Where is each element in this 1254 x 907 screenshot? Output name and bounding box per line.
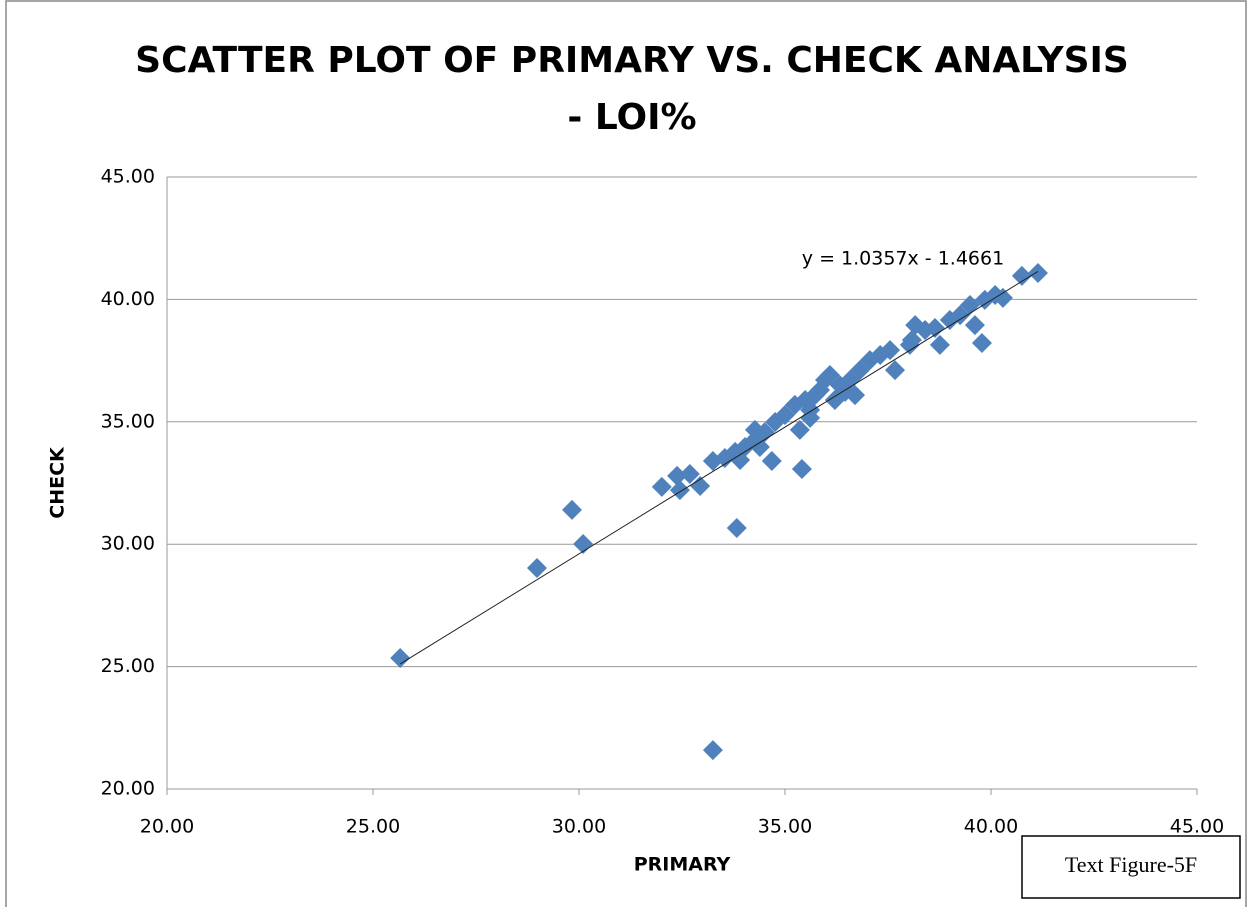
y-tick-label: 30.00 <box>101 533 155 555</box>
chart-title: SCATTER PLOT OF PRIMARY VS. CHECK ANALYS… <box>135 40 1129 81</box>
point <box>971 332 992 353</box>
chart-border <box>5 0 1247 907</box>
y-tick-label: 35.00 <box>101 410 155 432</box>
annotation: Text Figure-5F <box>1065 852 1197 877</box>
point <box>901 330 922 351</box>
point <box>789 419 810 440</box>
y-tick-label: 25.00 <box>101 655 155 677</box>
point <box>845 385 866 406</box>
x-tick-label: 40.00 <box>964 816 1018 838</box>
point <box>679 463 700 484</box>
point <box>880 340 901 361</box>
point <box>885 360 906 381</box>
point <box>726 518 747 539</box>
point <box>800 407 821 428</box>
point <box>667 465 688 486</box>
point <box>761 450 782 471</box>
chart-title: - LOI% <box>567 97 696 138</box>
point <box>1011 265 1032 286</box>
point <box>744 419 765 440</box>
point <box>929 334 950 355</box>
annotation-box <box>1021 835 1241 899</box>
trendline-label: y = 1.0357x - 1.4661 <box>802 248 1004 270</box>
point <box>964 315 985 336</box>
x-tick-label: 25.00 <box>346 816 400 838</box>
x-tick-label: 30.00 <box>552 816 606 838</box>
x-tick-label: 35.00 <box>758 816 812 838</box>
x-tick-label: 45.00 <box>1170 816 1224 838</box>
y-axis-title: CHECK <box>47 446 69 519</box>
point <box>702 740 723 761</box>
point <box>992 287 1013 308</box>
point <box>526 557 547 578</box>
y-tick-label: 40.00 <box>101 288 155 310</box>
point <box>651 476 672 497</box>
point <box>390 648 411 669</box>
point <box>791 459 812 480</box>
point <box>690 475 711 496</box>
point <box>669 480 690 501</box>
x-tick-label: 20.00 <box>140 816 194 838</box>
point <box>1027 262 1048 283</box>
point <box>730 449 751 470</box>
point <box>749 437 770 458</box>
y-tick-label: 45.00 <box>101 166 155 188</box>
y-tick-label: 20.00 <box>101 778 155 800</box>
trendline <box>399 271 1039 665</box>
point <box>561 499 582 520</box>
point <box>573 533 594 554</box>
x-axis-title: PRIMARY <box>634 854 731 876</box>
point <box>924 318 945 339</box>
